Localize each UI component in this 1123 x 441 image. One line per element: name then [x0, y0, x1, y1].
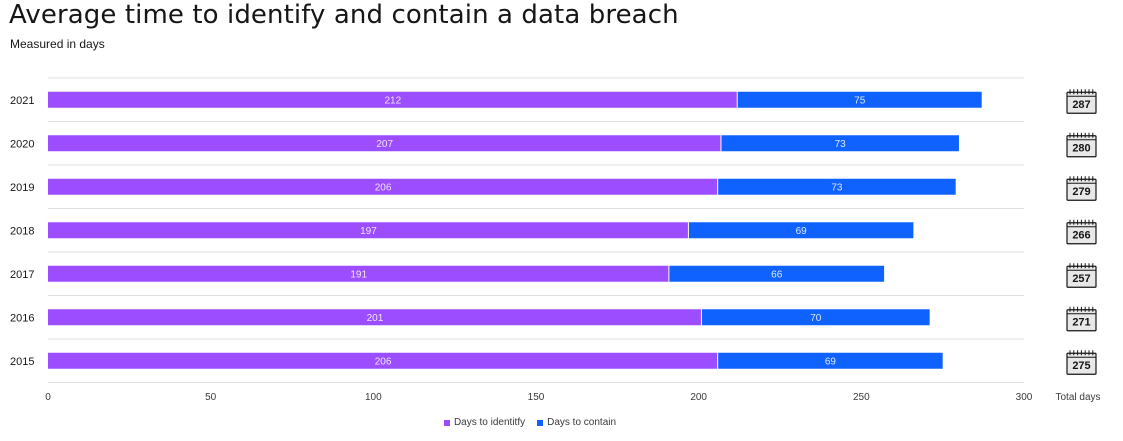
data-label: 73: [835, 139, 847, 150]
y-axis-label: 2018: [10, 225, 34, 237]
legend-swatch-identify: [443, 419, 450, 426]
x-axis-tick-label: 150: [528, 392, 545, 403]
data-label: 201: [367, 313, 384, 324]
x-axis-tick-label: 300: [1016, 392, 1033, 403]
total-badge: 266: [1066, 219, 1097, 245]
data-label: 66: [771, 269, 783, 280]
x-axis-tick-label: 0: [45, 392, 51, 403]
bar-segment: [48, 178, 718, 195]
bar-segment: [48, 352, 718, 369]
bar-segment: [48, 222, 688, 239]
bar-segment: [48, 135, 721, 152]
bar-segment: [737, 91, 982, 108]
legend-label-contain: Days to contain: [547, 417, 617, 428]
total-days-label: Total days: [1055, 392, 1100, 403]
legend-item-identify[interactable]: Days to identitfy: [443, 417, 526, 428]
bar-segment: [48, 91, 737, 108]
x-axis-ticks: 0 50 100 150 200 250 300: [45, 392, 1033, 403]
bar-segment: [48, 309, 701, 326]
total-badge: 271: [1066, 306, 1097, 332]
bars: 212 75 207 73 206 73 197 69 191 66 201 70 206 69: [48, 91, 982, 369]
data-label: 207: [376, 139, 393, 150]
data-label: 69: [825, 356, 837, 367]
legend-item-contain[interactable]: Days to contain: [537, 417, 616, 428]
total-value: 287: [1072, 99, 1090, 111]
bar-segment: [48, 265, 669, 282]
y-axis-label: 2019: [10, 182, 34, 194]
data-label: 69: [796, 226, 808, 237]
data-label: 212: [385, 95, 402, 106]
bar-segment: [669, 265, 885, 282]
bar-segment: [718, 178, 956, 195]
y-axis-label: 2021: [10, 95, 34, 107]
chart-title: Average time to identify and contain a d…: [9, 0, 679, 30]
y-axis-label: 2017: [10, 269, 34, 281]
total-value: 275: [1072, 360, 1090, 372]
y-axis-label: 2016: [10, 312, 34, 324]
total-value: 280: [1072, 142, 1090, 154]
x-axis-tick-label: 100: [365, 392, 382, 403]
total-badge: 287: [1066, 89, 1097, 114]
total-badge: 275: [1066, 350, 1097, 375]
total-badge: 257: [1066, 263, 1097, 288]
total-value: 266: [1072, 229, 1090, 241]
data-label: 70: [810, 313, 822, 324]
data-label: 206: [375, 356, 392, 367]
total-badge: 280: [1066, 132, 1097, 158]
bar-segment: [718, 352, 943, 369]
bar-segment: [721, 135, 959, 152]
legend: Days to identitfy Days to contain: [0, 417, 1060, 428]
data-label: 191: [350, 269, 367, 280]
data-label: 197: [360, 226, 377, 237]
x-axis-tick-label: 250: [853, 392, 870, 403]
data-label: 206: [375, 182, 392, 193]
legend-swatch-contain: [537, 419, 544, 426]
total-value: 279: [1072, 186, 1090, 198]
total-value: 257: [1072, 273, 1090, 285]
y-axis-label: 2015: [10, 356, 34, 368]
y-axis-label: 2020: [10, 138, 34, 150]
data-label: 73: [831, 182, 843, 193]
legend-label-identify: Days to identitfy: [453, 417, 526, 428]
total-badges: 287 280 279 266 257 271 275: [1066, 89, 1097, 375]
data-label: 75: [854, 95, 866, 106]
x-axis-tick-label: 50: [205, 392, 217, 403]
gridlines: [48, 77, 1024, 383]
x-axis-tick-label: 200: [690, 392, 707, 403]
bar-segment: [701, 309, 930, 326]
chart-subtitle: Measured in days: [10, 37, 105, 51]
total-badge: 279: [1066, 176, 1097, 201]
bar-segment: [688, 222, 914, 239]
total-value: 271: [1072, 316, 1090, 328]
y-axis-labels: 2021 2020 2019 2018 2017 2016 2015: [10, 95, 34, 368]
